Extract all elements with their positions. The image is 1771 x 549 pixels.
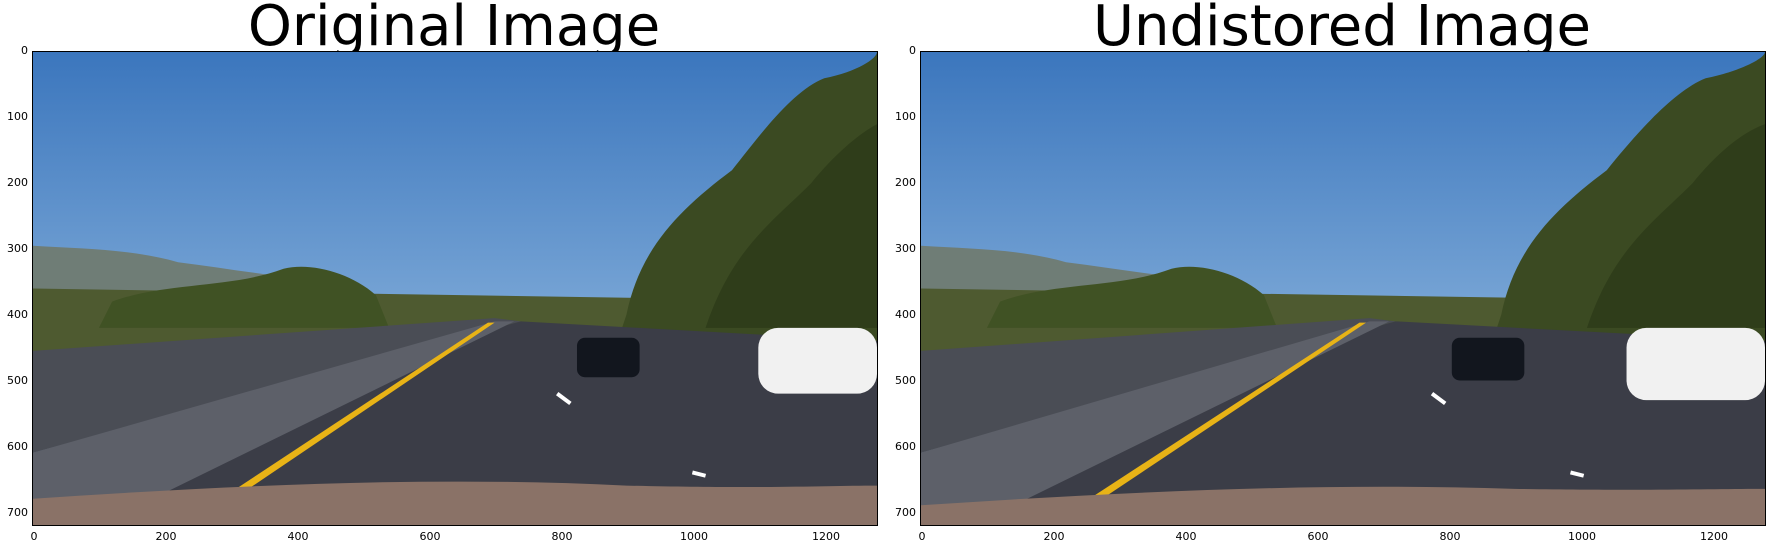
ytick-label: 700 [895,506,916,519]
ytick-label: 0 [21,44,28,57]
xtick-label: 600 [1307,530,1329,543]
ytick-label: 300 [895,242,916,255]
xtick-label: 800 [551,530,573,543]
image-axes-original [32,51,878,526]
ytick-label: 400 [7,308,28,321]
ytick-label: 100 [7,110,28,123]
ytick-label: 0 [909,44,916,57]
xtick-label: 400 [287,530,309,543]
ytick-label: 200 [7,176,28,189]
ytick-label: 600 [895,440,916,453]
ytick-label: 400 [895,308,916,321]
xtick-label: 600 [419,530,441,543]
panel-title-original: Original Image [247,0,661,59]
xtick-label: 800 [1439,530,1461,543]
ytick-label: 500 [7,374,28,387]
ytick-label: 600 [7,440,28,453]
ytick-label: 100 [895,110,916,123]
xtick-label: 1200 [812,530,840,543]
panel-title-undistorted: Undistored Image [1093,0,1591,59]
ytick-label: 200 [895,176,916,189]
xtick-label: 200 [155,530,177,543]
road-scene-undistorted [921,52,1765,525]
xtick-label: 0 [30,530,38,543]
xtick-label: 1000 [680,530,708,543]
ytick-label: 700 [7,506,28,519]
image-axes-undistorted [920,51,1766,526]
xtick-label: 1000 [1568,530,1596,543]
ytick-label: 300 [7,242,28,255]
xtick-label: 0 [918,530,926,543]
xtick-label: 200 [1043,530,1065,543]
xtick-label: 1200 [1700,530,1728,543]
xtick-label: 400 [1175,530,1197,543]
road-scene-original [33,52,877,525]
ytick-label: 500 [895,374,916,387]
